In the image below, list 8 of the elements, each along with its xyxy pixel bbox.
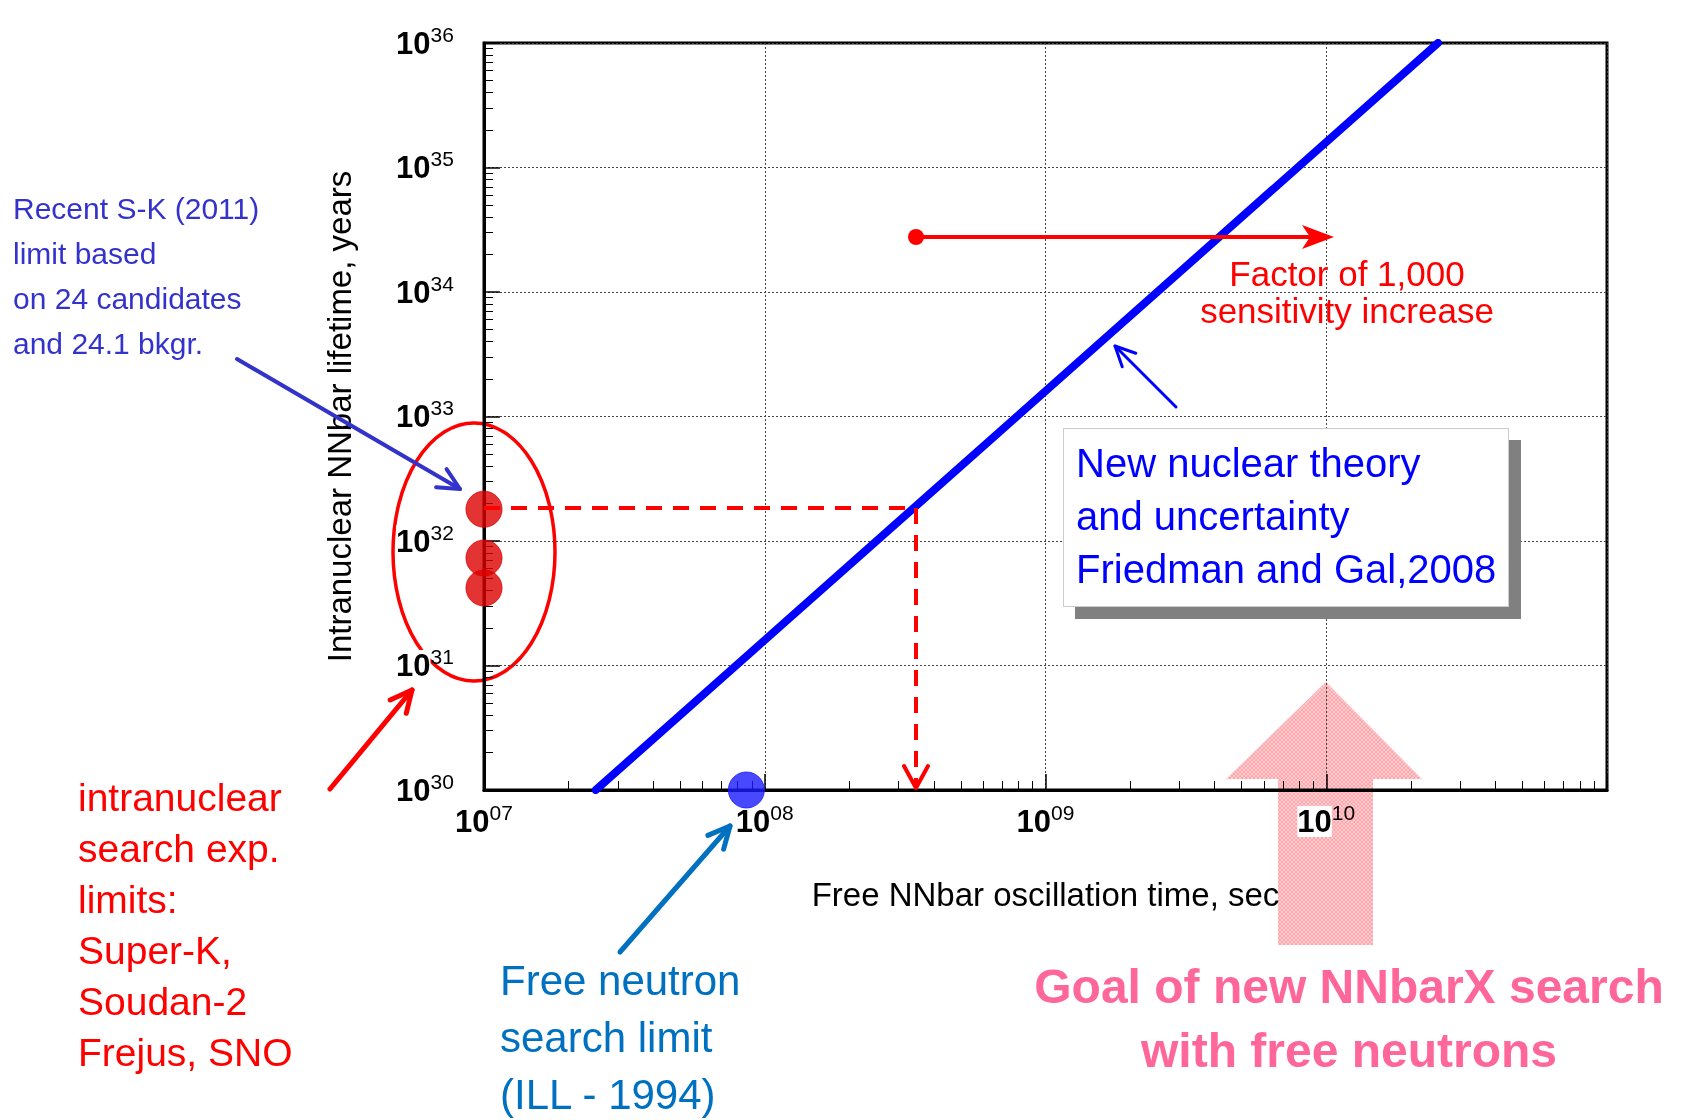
text: Free neutron search limit (ILL - 1994) xyxy=(500,956,741,1120)
text: intranuclear search exp. limits: Super-K, Soudan-2 Frejus, SNO xyxy=(78,775,293,1076)
text: Goal of new NNbarX search with free neutrons xyxy=(1034,959,1664,1079)
text: Recent S-K (2011) limit based on 24 candidates and 24.1 bkgr. xyxy=(13,191,260,362)
y-axis-title: Intranuclear NNbar lifetime, years xyxy=(321,170,358,663)
annotation: Factor of 1,000 sensitivity increase xyxy=(1200,254,1494,330)
x-axis-title: Free NNbar oscillation time, sec xyxy=(811,876,1280,913)
annotation: New nuclear theory and uncertainty Friedman and Gal,2008 xyxy=(1063,428,1510,607)
